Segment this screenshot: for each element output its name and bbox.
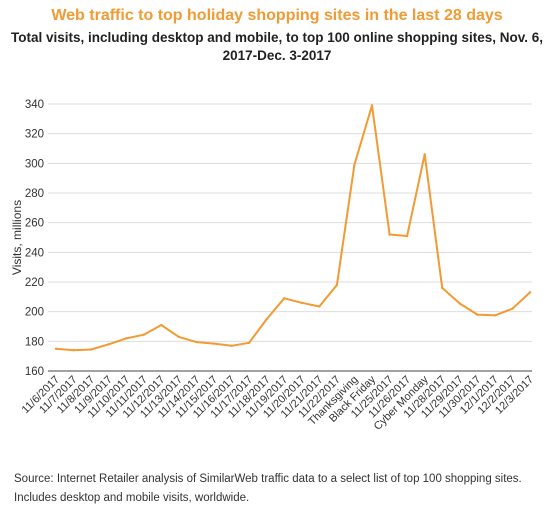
y-tick-label: 220 — [25, 277, 44, 289]
chart-title: Web traffic to top holiday shopping site… — [51, 7, 503, 24]
data-point — [230, 344, 233, 347]
data-point — [353, 163, 356, 167]
data-point — [160, 323, 163, 327]
data-point — [107, 343, 110, 346]
chart-subtitle: Total visits, including desktop and mobi… — [10, 30, 544, 63]
y-tick-label: 240 — [25, 247, 44, 259]
y-tick-label: 280 — [25, 188, 44, 200]
line-chart: 160 180 200 220 240 260 280 300 320 340 Visits, m… — [10, 99, 537, 433]
data-point — [72, 349, 75, 352]
data-point — [458, 302, 461, 305]
data-point — [511, 307, 514, 310]
y-axis-label: Visits, millions — [10, 200, 24, 275]
data-point — [125, 337, 128, 340]
data-point — [212, 342, 216, 345]
y-tick-label: 200 — [25, 307, 44, 319]
data-point — [54, 347, 58, 350]
y-axis-ticks: 160 180 200 220 240 260 280 300 320 340 — [25, 99, 44, 378]
y-tick-label: 320 — [25, 129, 44, 141]
y-tick-label: 180 — [25, 336, 44, 348]
data-point — [423, 153, 426, 156]
data-point — [142, 333, 145, 336]
data-point — [528, 291, 532, 294]
x-axis-ticks: 11/6/201711/7/201711/8/201711/9/201711/1… — [20, 373, 537, 432]
gridlines — [48, 103, 532, 342]
data-point — [300, 301, 303, 304]
y-tick-label: 340 — [25, 99, 44, 111]
data-point — [405, 234, 409, 238]
data-point — [265, 317, 268, 321]
data-point — [318, 305, 321, 308]
data-point — [388, 233, 391, 236]
data-point — [476, 313, 479, 316]
y-tick-label: 160 — [25, 366, 44, 378]
data-point — [283, 297, 286, 300]
data-point — [335, 283, 339, 287]
y-tick-label: 300 — [25, 158, 44, 170]
data-point — [177, 335, 181, 339]
series-line — [55, 104, 531, 352]
data-point — [441, 286, 444, 290]
data-point — [247, 341, 251, 345]
source-line-1: Source: Internet Retailer analysis of Si… — [14, 473, 522, 485]
data-point — [370, 104, 374, 107]
data-points — [54, 104, 532, 352]
data-point — [493, 314, 497, 317]
data-point — [89, 348, 93, 351]
y-tick-label: 260 — [25, 218, 44, 230]
source-note: Source: Internet Retailer analysis of Si… — [14, 470, 544, 508]
data-point — [195, 340, 198, 344]
source-line-2: Includes desktop and mobile visits, worl… — [14, 492, 250, 504]
